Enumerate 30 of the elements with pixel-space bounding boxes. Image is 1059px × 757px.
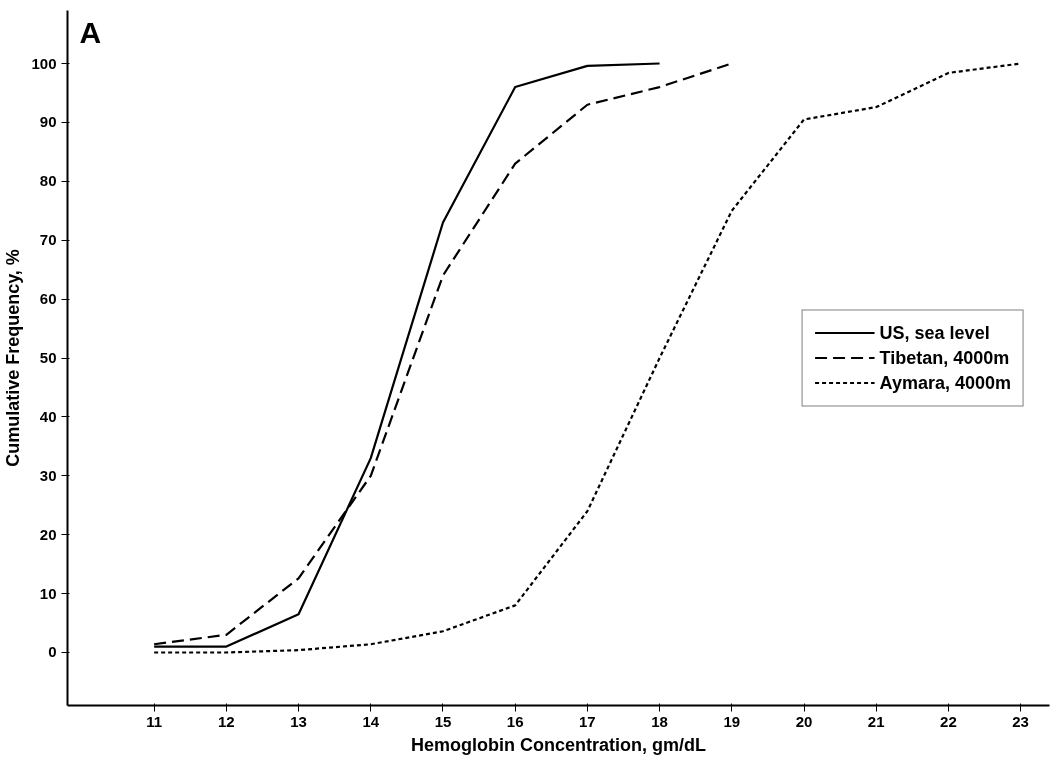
y-tick-label: 50 bbox=[39, 349, 57, 366]
annotation: A bbox=[79, 15, 102, 49]
y-tick-label: 90 bbox=[39, 113, 57, 131]
legend-label: Tibetan, 4000m bbox=[879, 347, 1010, 368]
x-tick-label: 12 bbox=[218, 712, 235, 730]
x-tick-label: 22 bbox=[940, 712, 957, 730]
y-tick-label: 100 bbox=[31, 54, 57, 72]
y-tick-label: 20 bbox=[39, 525, 57, 543]
x-tick-label: 13 bbox=[290, 712, 307, 730]
legend-label: US, sea level bbox=[879, 322, 990, 343]
y-tick-label: 40 bbox=[39, 407, 57, 425]
y-tick-label: 60 bbox=[39, 290, 57, 308]
x-tick-label: 17 bbox=[579, 712, 596, 730]
y-tick-label: 80 bbox=[39, 172, 57, 190]
x-tick-label: 18 bbox=[651, 712, 668, 730]
y-tick-label: 0 bbox=[48, 643, 57, 661]
x-tick-label: 19 bbox=[723, 712, 741, 730]
x-tick-label: 16 bbox=[506, 712, 524, 730]
x-tick-label: 11 bbox=[146, 712, 163, 730]
y-tick-label: 10 bbox=[39, 584, 57, 602]
x-tick-label: 20 bbox=[795, 712, 813, 730]
x-tick-label: 21 bbox=[867, 712, 885, 730]
y-axis-title: Cumulative Frequency, % bbox=[3, 249, 24, 467]
x-tick-label: 14 bbox=[362, 712, 380, 730]
x-axis-title: Hemoglobin Concentration, gm/dL bbox=[411, 734, 707, 755]
legend-label: Aymara, 4000m bbox=[879, 372, 1011, 393]
y-tick-label: 70 bbox=[39, 231, 57, 249]
x-tick-label: 15 bbox=[434, 712, 452, 730]
x-tick-label: 23 bbox=[1012, 712, 1029, 730]
y-tick-label: 30 bbox=[39, 466, 57, 484]
